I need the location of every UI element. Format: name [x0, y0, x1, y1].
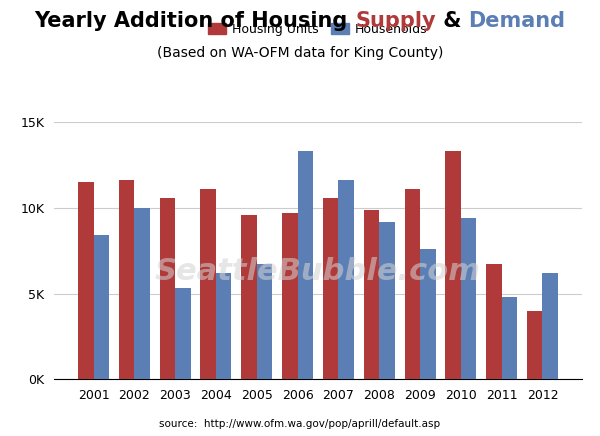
- Bar: [364, 210, 379, 379]
- Text: Supply: Supply: [355, 11, 436, 31]
- Bar: [404, 189, 420, 379]
- Text: source:  http://www.ofm.wa.gov/pop/aprill/default.asp: source: http://www.ofm.wa.gov/pop/aprill…: [160, 419, 440, 429]
- Bar: [298, 151, 313, 379]
- Text: SeattleBubble.com: SeattleBubble.com: [155, 257, 481, 286]
- Text: (Based on WA-OFM data for King County): (Based on WA-OFM data for King County): [157, 46, 443, 60]
- Bar: [445, 151, 461, 379]
- Bar: [502, 297, 517, 379]
- Bar: [461, 218, 476, 379]
- Bar: [282, 213, 298, 379]
- Bar: [241, 215, 257, 379]
- Bar: [420, 249, 436, 379]
- Bar: [175, 289, 191, 379]
- Bar: [257, 264, 272, 379]
- Bar: [338, 181, 354, 379]
- Bar: [78, 182, 94, 379]
- Bar: [486, 264, 502, 379]
- Bar: [527, 311, 542, 379]
- Bar: [216, 273, 232, 379]
- Bar: [323, 198, 338, 379]
- Bar: [119, 181, 134, 379]
- Bar: [160, 198, 175, 379]
- Text: &: &: [436, 11, 469, 31]
- Text: Demand: Demand: [469, 11, 565, 31]
- Bar: [200, 189, 216, 379]
- Legend: Housing Units, Households: Housing Units, Households: [203, 18, 433, 41]
- Bar: [94, 235, 109, 379]
- Bar: [134, 208, 150, 379]
- Bar: [542, 273, 558, 379]
- Text: Yearly Addition of Housing: Yearly Addition of Housing: [35, 11, 355, 31]
- Bar: [379, 221, 395, 379]
